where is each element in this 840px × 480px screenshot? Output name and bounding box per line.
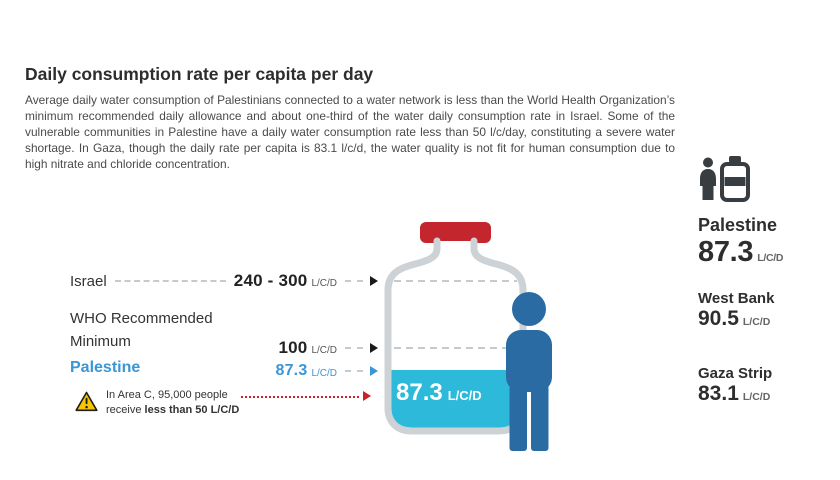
page-title: Daily consumption rate per capita per da… — [25, 64, 374, 84]
dashed-leader-line — [345, 280, 363, 282]
water-bottle — [384, 222, 527, 435]
red-arrow-icon — [363, 391, 371, 401]
bottle-water-unit: L/C/D — [447, 388, 482, 403]
bottle-water-fill — [391, 370, 520, 428]
person-left-leg — [509, 385, 527, 451]
stat-unit-palestine: L/C/D — [757, 252, 784, 264]
stat-value-palestine: 87.3 — [698, 236, 754, 268]
stat-value-west-bank: 90.5 — [698, 307, 739, 330]
level-row-who-minimum: 100 L/C/D — [240, 337, 378, 359]
stat-block-west-bank: West Bank 90.5 L/C/D — [698, 290, 838, 331]
bottle-water-value: 87.3 — [396, 379, 443, 406]
dashed-leader-line — [345, 347, 363, 349]
bottle-water-label: 87.3 L/C/D — [396, 379, 482, 407]
arrow-right-icon — [370, 276, 378, 286]
person-right-leg — [531, 385, 549, 451]
stat-value-gaza-strip: 83.1 — [698, 382, 739, 405]
warning-text-line1: In Area C, 95,000 people — [106, 389, 228, 401]
level-unit-israel: L/C/D — [311, 278, 337, 289]
level-row-israel: Israel 240 - 300 L/C/D — [70, 270, 378, 292]
level-unit-palestine: L/C/D — [311, 368, 337, 379]
stat-value-row: 90.5 L/C/D — [698, 307, 838, 331]
stat-value-row: 83.1 L/C/D — [698, 382, 838, 406]
arrow-right-icon — [370, 343, 378, 353]
warning-triangle-icon — [75, 391, 98, 412]
warning-text-prefix: receive — [106, 404, 145, 416]
level-value-palestine: 87.3 — [275, 362, 308, 379]
person-figure — [506, 292, 552, 451]
stat-unit-west-bank: L/C/D — [742, 316, 771, 328]
stat-block-gaza-strip: Gaza Strip 83.1 L/C/D — [698, 365, 838, 406]
stat-unit-gaza-strip: L/C/D — [742, 391, 771, 403]
description-text: Average daily water consumption of Pales… — [25, 93, 675, 171]
area-c-warning: In Area C, 95,000 people receive less th… — [75, 388, 378, 424]
level-unit-who: L/C/D — [311, 345, 337, 356]
stat-label-gaza-strip: Gaza Strip — [698, 365, 773, 382]
level-label-who-minimum: WHO Recommended Minimum — [70, 310, 213, 350]
stats-panel: Palestine 87.3 L/C/D West Bank 90.5 L/C/… — [698, 156, 838, 406]
level-row-palestine: 87.3 L/C/D — [240, 360, 378, 382]
stat-value-row: 87.3 L/C/D — [698, 236, 838, 269]
dashed-leader-line — [345, 370, 363, 372]
level-label-palestine: Palestine — [70, 359, 141, 376]
level-value-israel: 240 - 300 — [233, 271, 308, 290]
level-label-israel: Israel — [70, 272, 107, 290]
person-torso — [506, 330, 552, 392]
warning-text-bold: less than 50 L/C/D — [144, 404, 240, 416]
dashed-leader-line — [114, 280, 226, 282]
stat-label-palestine: Palestine — [698, 215, 778, 235]
arrow-right-icon — [370, 366, 378, 376]
person-water-icon — [700, 156, 750, 202]
stat-label-west-bank: West Bank — [698, 290, 775, 307]
bottle-cap — [420, 222, 491, 243]
person-head — [512, 292, 546, 326]
warning-text-line2: receive less than 50 L/C/D — [106, 404, 239, 416]
level-value-who: 100 — [278, 338, 308, 357]
red-dotted-leader-line — [241, 396, 359, 398]
